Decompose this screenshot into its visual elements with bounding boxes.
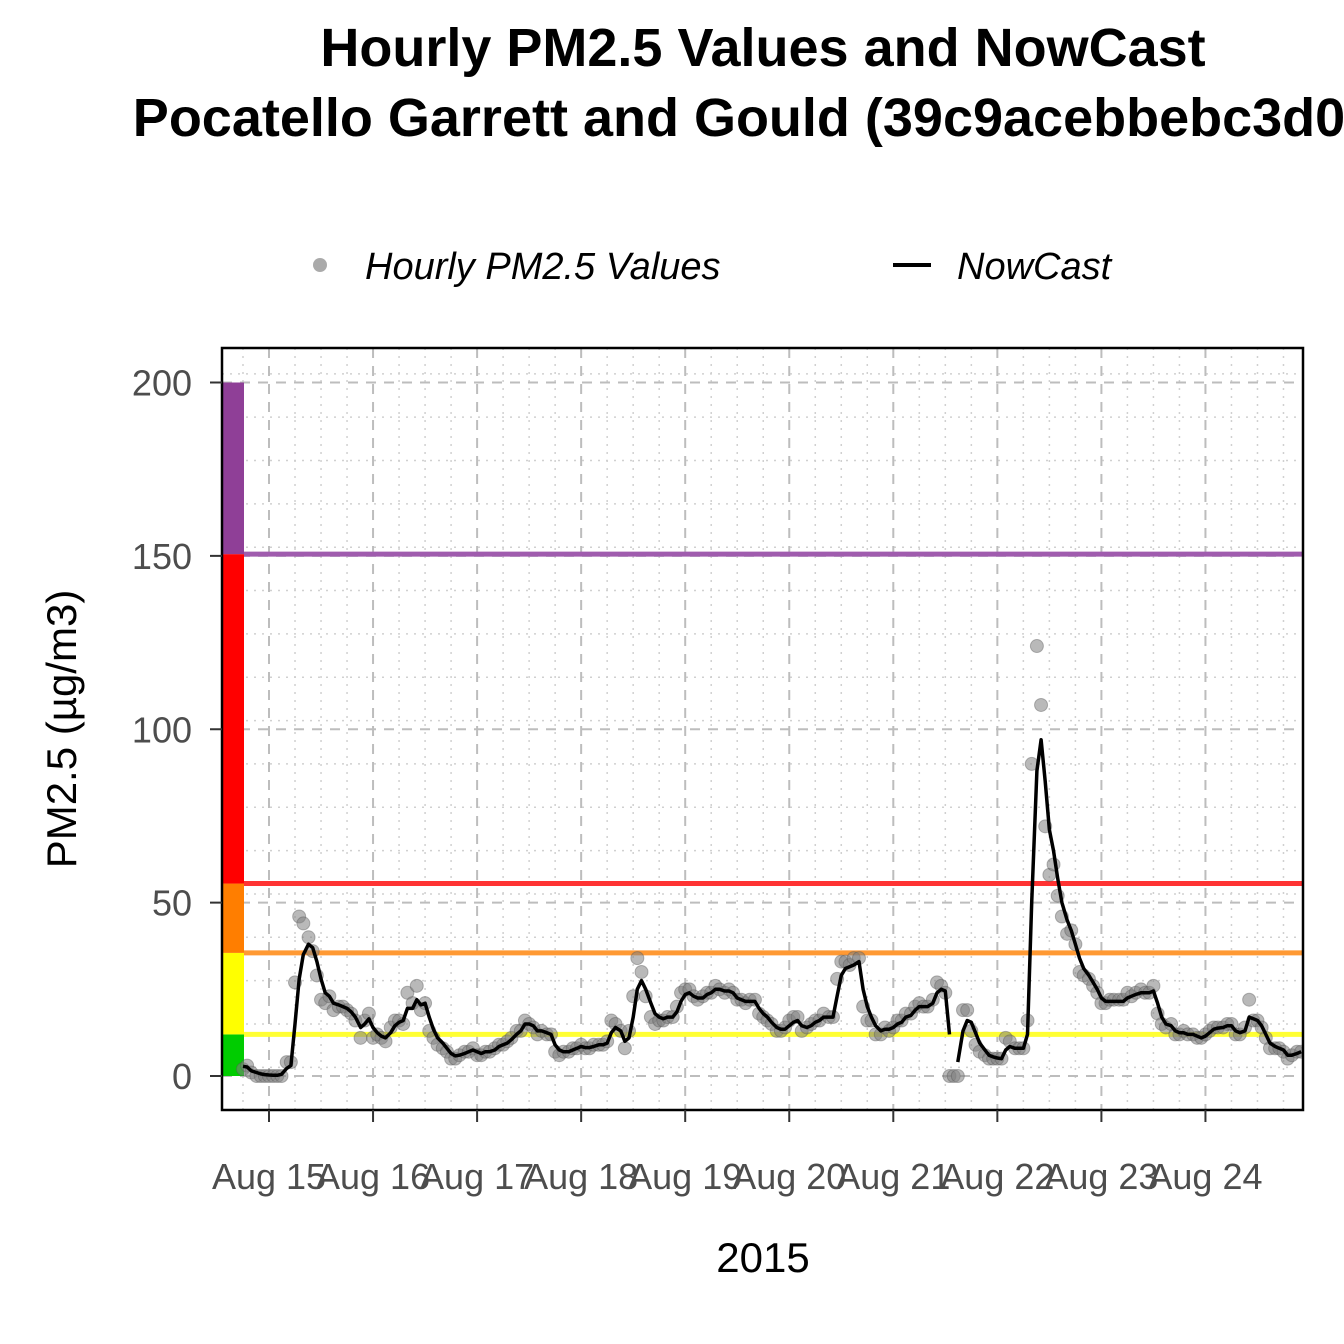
x-tick-label: Aug 19 <box>628 1156 742 1197</box>
y-tick-label: 0 <box>172 1056 192 1097</box>
x-tick-label: Aug 17 <box>420 1156 534 1197</box>
hourly-point <box>617 1041 632 1056</box>
y-tick-label: 200 <box>132 363 192 404</box>
legend-label-nowcast: NowCast <box>957 246 1113 288</box>
threshold-lines <box>244 551 1303 1037</box>
y-tick-label: 100 <box>132 709 192 750</box>
hourly-point <box>400 985 415 1000</box>
aqi-band <box>222 883 244 953</box>
aqi-band <box>222 382 244 555</box>
nowcast-segment <box>242 942 952 1078</box>
y-tick-label: 50 <box>152 883 192 924</box>
series-hourly-points <box>235 639 1303 1083</box>
aqi-band <box>222 952 244 1035</box>
hourly-point <box>296 916 311 931</box>
chart-title: Hourly PM2.5 Values and NowCast <box>320 18 1205 78</box>
hourly-point <box>1029 639 1044 654</box>
hourly-point <box>353 1030 368 1045</box>
hourly-point <box>960 1003 975 1018</box>
x-tick-label: Aug 22 <box>940 1156 1054 1197</box>
hourly-point <box>301 930 316 945</box>
series-nowcast-line <box>242 737 1302 1078</box>
hourly-point <box>634 964 649 979</box>
aqi-bands <box>222 382 244 1076</box>
y-axis-title: PM2.5 (µg/m3) <box>38 590 85 869</box>
hourly-point <box>409 978 424 993</box>
x-tick-label: Aug 23 <box>1044 1156 1158 1197</box>
legend: Hourly PM2.5 Values NowCast <box>313 246 1113 288</box>
hourly-point <box>950 1069 965 1083</box>
legend-label-hourly: Hourly PM2.5 Values <box>365 246 721 288</box>
legend-point-swatch <box>313 258 327 272</box>
hourly-point <box>630 951 645 966</box>
x-tick-label: Aug 18 <box>524 1156 638 1197</box>
hourly-point <box>1242 992 1257 1007</box>
x-tick-label: Aug 16 <box>316 1156 430 1197</box>
y-axis-ticks: 0 50 100 150 200 <box>132 363 222 1097</box>
nowcast-segment <box>956 737 1302 1063</box>
y-tick-label: 150 <box>132 536 192 577</box>
aqi-band <box>222 554 244 884</box>
chart-subtitle: Pocatello Garrett and Gould (39c9acebbeb… <box>133 88 1344 148</box>
x-tick-label: Aug 20 <box>732 1156 846 1197</box>
x-axis-title: 2015 <box>716 1234 809 1281</box>
x-tick-label: Aug 21 <box>836 1156 950 1197</box>
hourly-point <box>1034 697 1049 712</box>
x-tick-label: Aug 15 <box>212 1156 326 1197</box>
plot-area <box>220 346 1305 1112</box>
x-tick-label: Aug 24 <box>1148 1156 1262 1197</box>
